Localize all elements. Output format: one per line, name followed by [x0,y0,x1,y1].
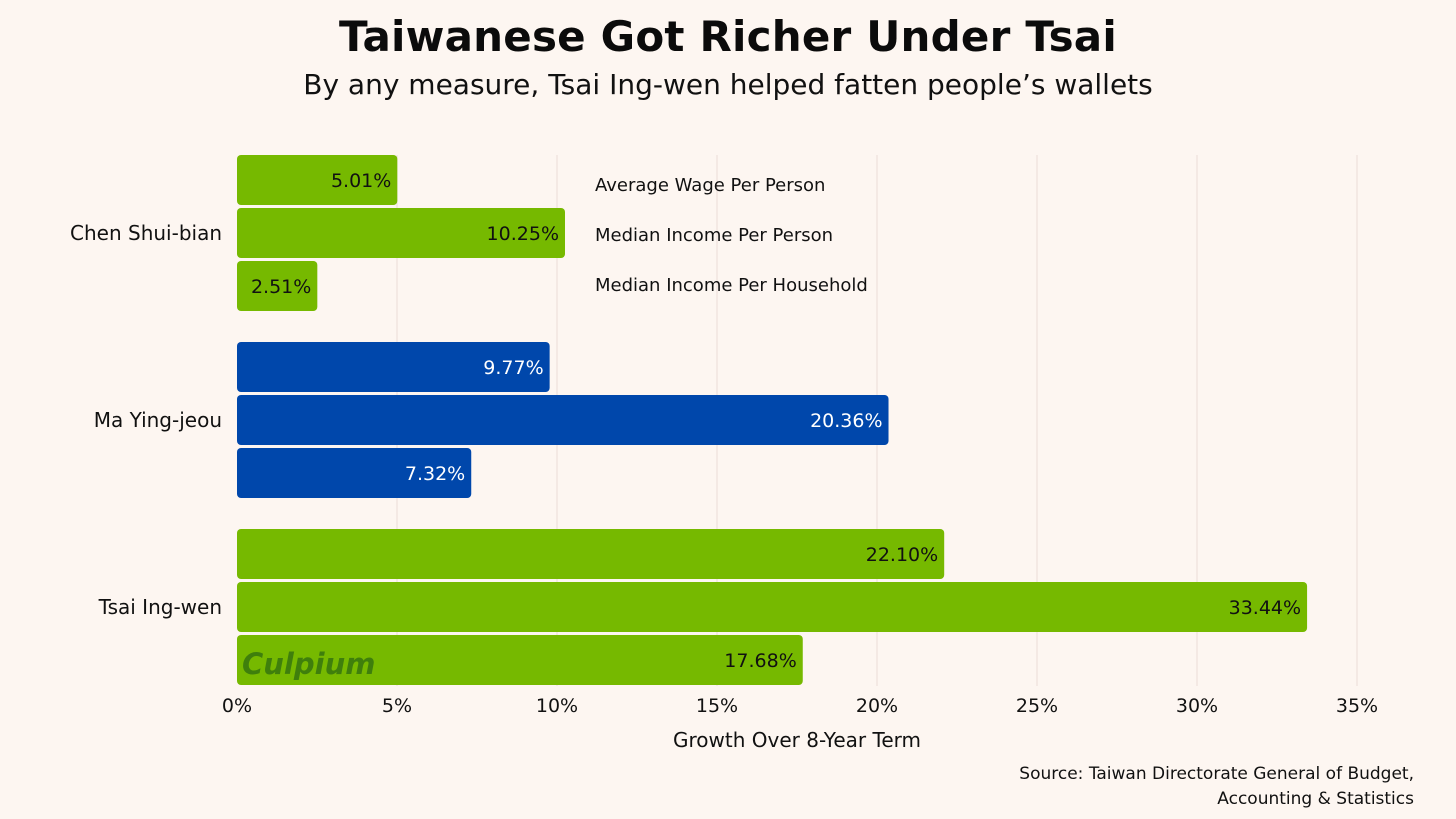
x-axis-label: Growth Over 8-Year Term [673,728,921,752]
bar-value-label: 10.25% [487,223,559,245]
x-tick-label: 20% [856,695,898,717]
bar [237,635,803,685]
x-tick-label: 15% [696,695,738,717]
bar [237,529,945,579]
bar-value-label: 33.44% [1229,597,1301,619]
bar-value-label: 9.77% [483,357,543,379]
x-tick-label: 0% [222,695,252,717]
bar [237,342,550,392]
bar-value-label: 22.10% [866,544,938,566]
x-tick-label: 10% [536,695,578,717]
bar [237,395,889,445]
legend-entry: Average Wage Per Person [595,175,825,196]
bar [237,261,318,311]
chart-subtitle: By any measure, Tsai Ing-wen helped fatt… [303,68,1153,101]
bar [237,582,1308,632]
chart-title: Taiwanese Got Richer Under Tsai [339,12,1117,61]
category-label: Chen Shui-bian [70,221,222,245]
x-tick-label: 35% [1336,695,1378,717]
legend-entry: Median Income Per Household [595,275,868,296]
bar [237,208,565,258]
watermark-logo: Culpium [242,647,375,681]
x-tick-label: 25% [1016,695,1058,717]
category-label: Tsai Ing-wen [98,595,222,619]
bar [237,448,472,498]
source-note: Source: Taiwan Directorate General of Bu… [1019,762,1414,812]
legend-entry: Median Income Per Person [595,225,833,246]
category-label: Ma Ying-jeou [94,408,222,432]
bar-value-label: 5.01% [331,170,391,192]
bar [237,155,398,205]
source-line-2: Accounting & Statistics [1217,789,1414,809]
bar-value-label: 17.68% [724,650,796,672]
bar-value-label: 2.51% [251,276,311,298]
source-line-1: Source: Taiwan Directorate General of Bu… [1019,764,1414,784]
x-tick-label: 30% [1176,695,1218,717]
bar-value-label: 20.36% [810,410,882,432]
x-tick-label: 5% [382,695,412,717]
bar-value-label: 7.32% [405,463,465,485]
